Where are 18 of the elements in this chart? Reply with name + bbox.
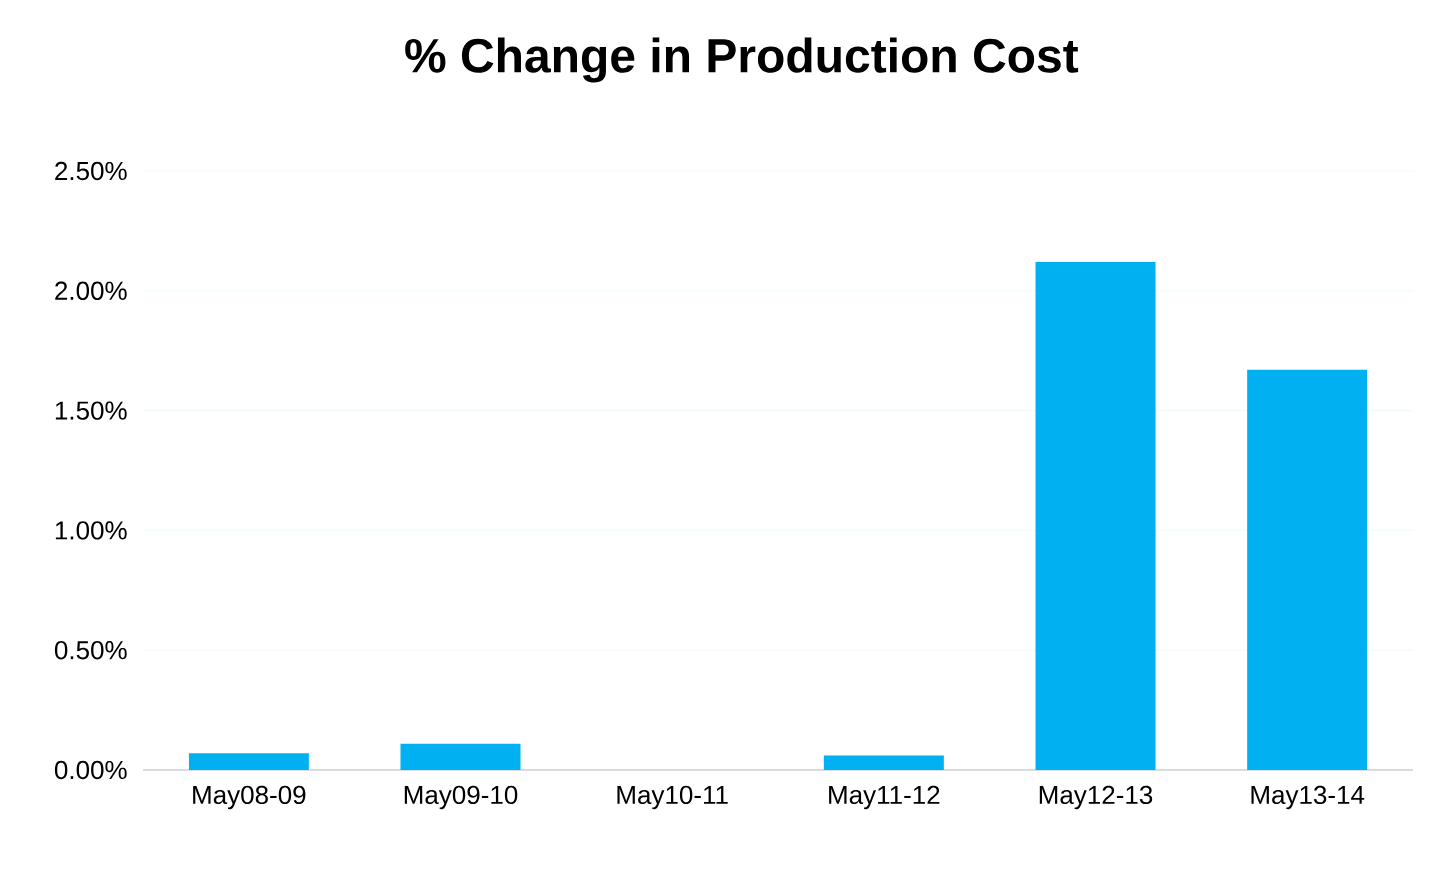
x-tick-label: May09-10 [404, 785, 518, 810]
y-tick-label: 1.00% [55, 521, 127, 540]
x-tick-label: May10-11 [617, 785, 728, 810]
y-tick-label: 2.50% [55, 161, 127, 181]
bar [1035, 262, 1156, 770]
x-tick-label: May08-09 [193, 785, 306, 810]
chart-title: % Change in Production Cost [405, 37, 1079, 83]
y-tick-label: 2.00% [55, 281, 127, 300]
x-tick-label: May12-13 [1039, 785, 1153, 810]
y-tick-label: 0.50% [54, 640, 127, 660]
x-tick-label: May13-14 [1251, 785, 1365, 810]
bar [188, 753, 309, 770]
bar [400, 743, 521, 770]
y-tick-label: 1.50% [55, 401, 127, 420]
bar [823, 755, 944, 770]
bar [1247, 369, 1368, 770]
x-tick-label: May11-12 [829, 785, 940, 810]
y-tick-label: 0.00% [54, 760, 127, 780]
